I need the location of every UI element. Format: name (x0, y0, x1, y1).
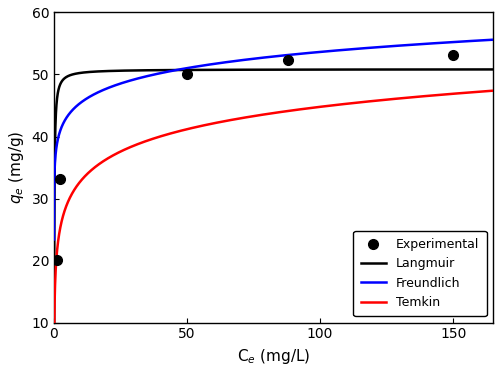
Temkin (207, 122, 213, 126)
Temkin (84, 172, 90, 176)
Langmuir (130, 68, 136, 73)
Freundlich (412, 42, 418, 47)
Langmuir (314, 68, 320, 72)
Langmuir (378, 67, 384, 72)
Temkin (52, 327, 58, 332)
Line: Langmuir: Langmuir (54, 69, 493, 373)
Freundlich (130, 77, 136, 82)
Line: Temkin: Temkin (54, 91, 493, 330)
Freundlich (490, 37, 496, 42)
Freundlich (51, 237, 57, 242)
Temkin (337, 102, 343, 107)
Temkin (405, 95, 411, 100)
Line: Freundlich: Freundlich (54, 40, 493, 239)
Freundlich (378, 45, 384, 49)
Langmuir (218, 68, 224, 72)
Langmuir (412, 67, 418, 72)
Temkin (375, 98, 381, 103)
Freundlich (336, 48, 342, 53)
Temkin (490, 88, 496, 93)
Temkin (186, 126, 192, 131)
Langmuir (336, 67, 342, 72)
Y-axis label: $q_e$ (mg/g): $q_e$ (mg/g) (7, 131, 26, 204)
Freundlich (218, 60, 224, 65)
X-axis label: C$_e$ (mg/L): C$_e$ (mg/L) (237, 347, 310, 366)
Langmuir (490, 67, 496, 72)
Freundlich (314, 50, 320, 54)
Legend: Experimental, Langmuir, Freundlich, Temkin: Experimental, Langmuir, Freundlich, Temk… (354, 231, 487, 316)
